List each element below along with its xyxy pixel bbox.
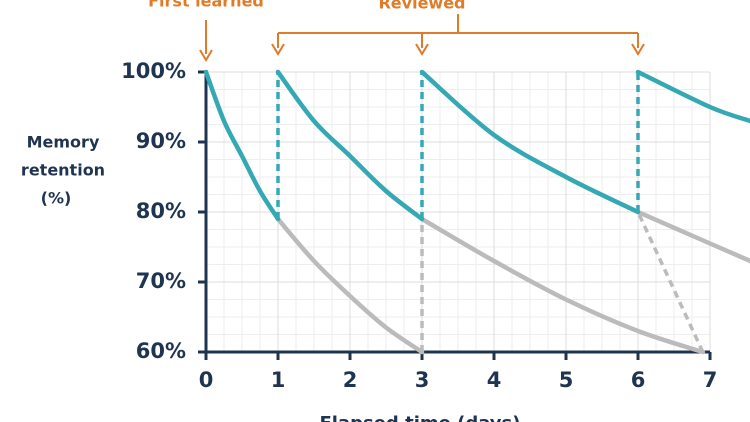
y-axis-label: Memory (27, 133, 100, 152)
curve (275, 216, 425, 355)
curve (635, 209, 750, 264)
arrow-head (415, 43, 429, 56)
x-tick-label: 1 (271, 368, 286, 392)
annotation: First learned (148, 0, 264, 11)
curve (635, 69, 750, 124)
curve (275, 69, 425, 222)
y-tick-label: 70% (136, 269, 186, 293)
curve (419, 216, 706, 355)
x-tick-label: 6 (631, 368, 646, 392)
x-tick-label: 0 (199, 368, 214, 392)
x-tick-label: 3 (415, 368, 430, 392)
x-axis-label: Elapsed time (days) (320, 413, 521, 422)
x-tick-label: 4 (487, 368, 502, 392)
x-tick-label: 7 (703, 368, 718, 392)
y-axis-label: retention (21, 161, 105, 180)
y-tick-label: 100% (121, 59, 186, 83)
curve (203, 69, 281, 222)
y-tick-label: 80% (136, 199, 186, 223)
y-tick-label: 90% (136, 129, 186, 153)
review-jump (636, 211, 705, 353)
arrow-head (271, 43, 285, 56)
arrow-head (199, 49, 213, 62)
annotation: Reviewed (378, 0, 465, 13)
x-tick-label: 2 (343, 368, 358, 392)
y-tick-label: 60% (136, 339, 186, 363)
x-tick-label: 5 (559, 368, 574, 392)
curve (419, 69, 641, 215)
arrow-head (631, 43, 645, 56)
y-axis-label: (%) (41, 189, 72, 208)
